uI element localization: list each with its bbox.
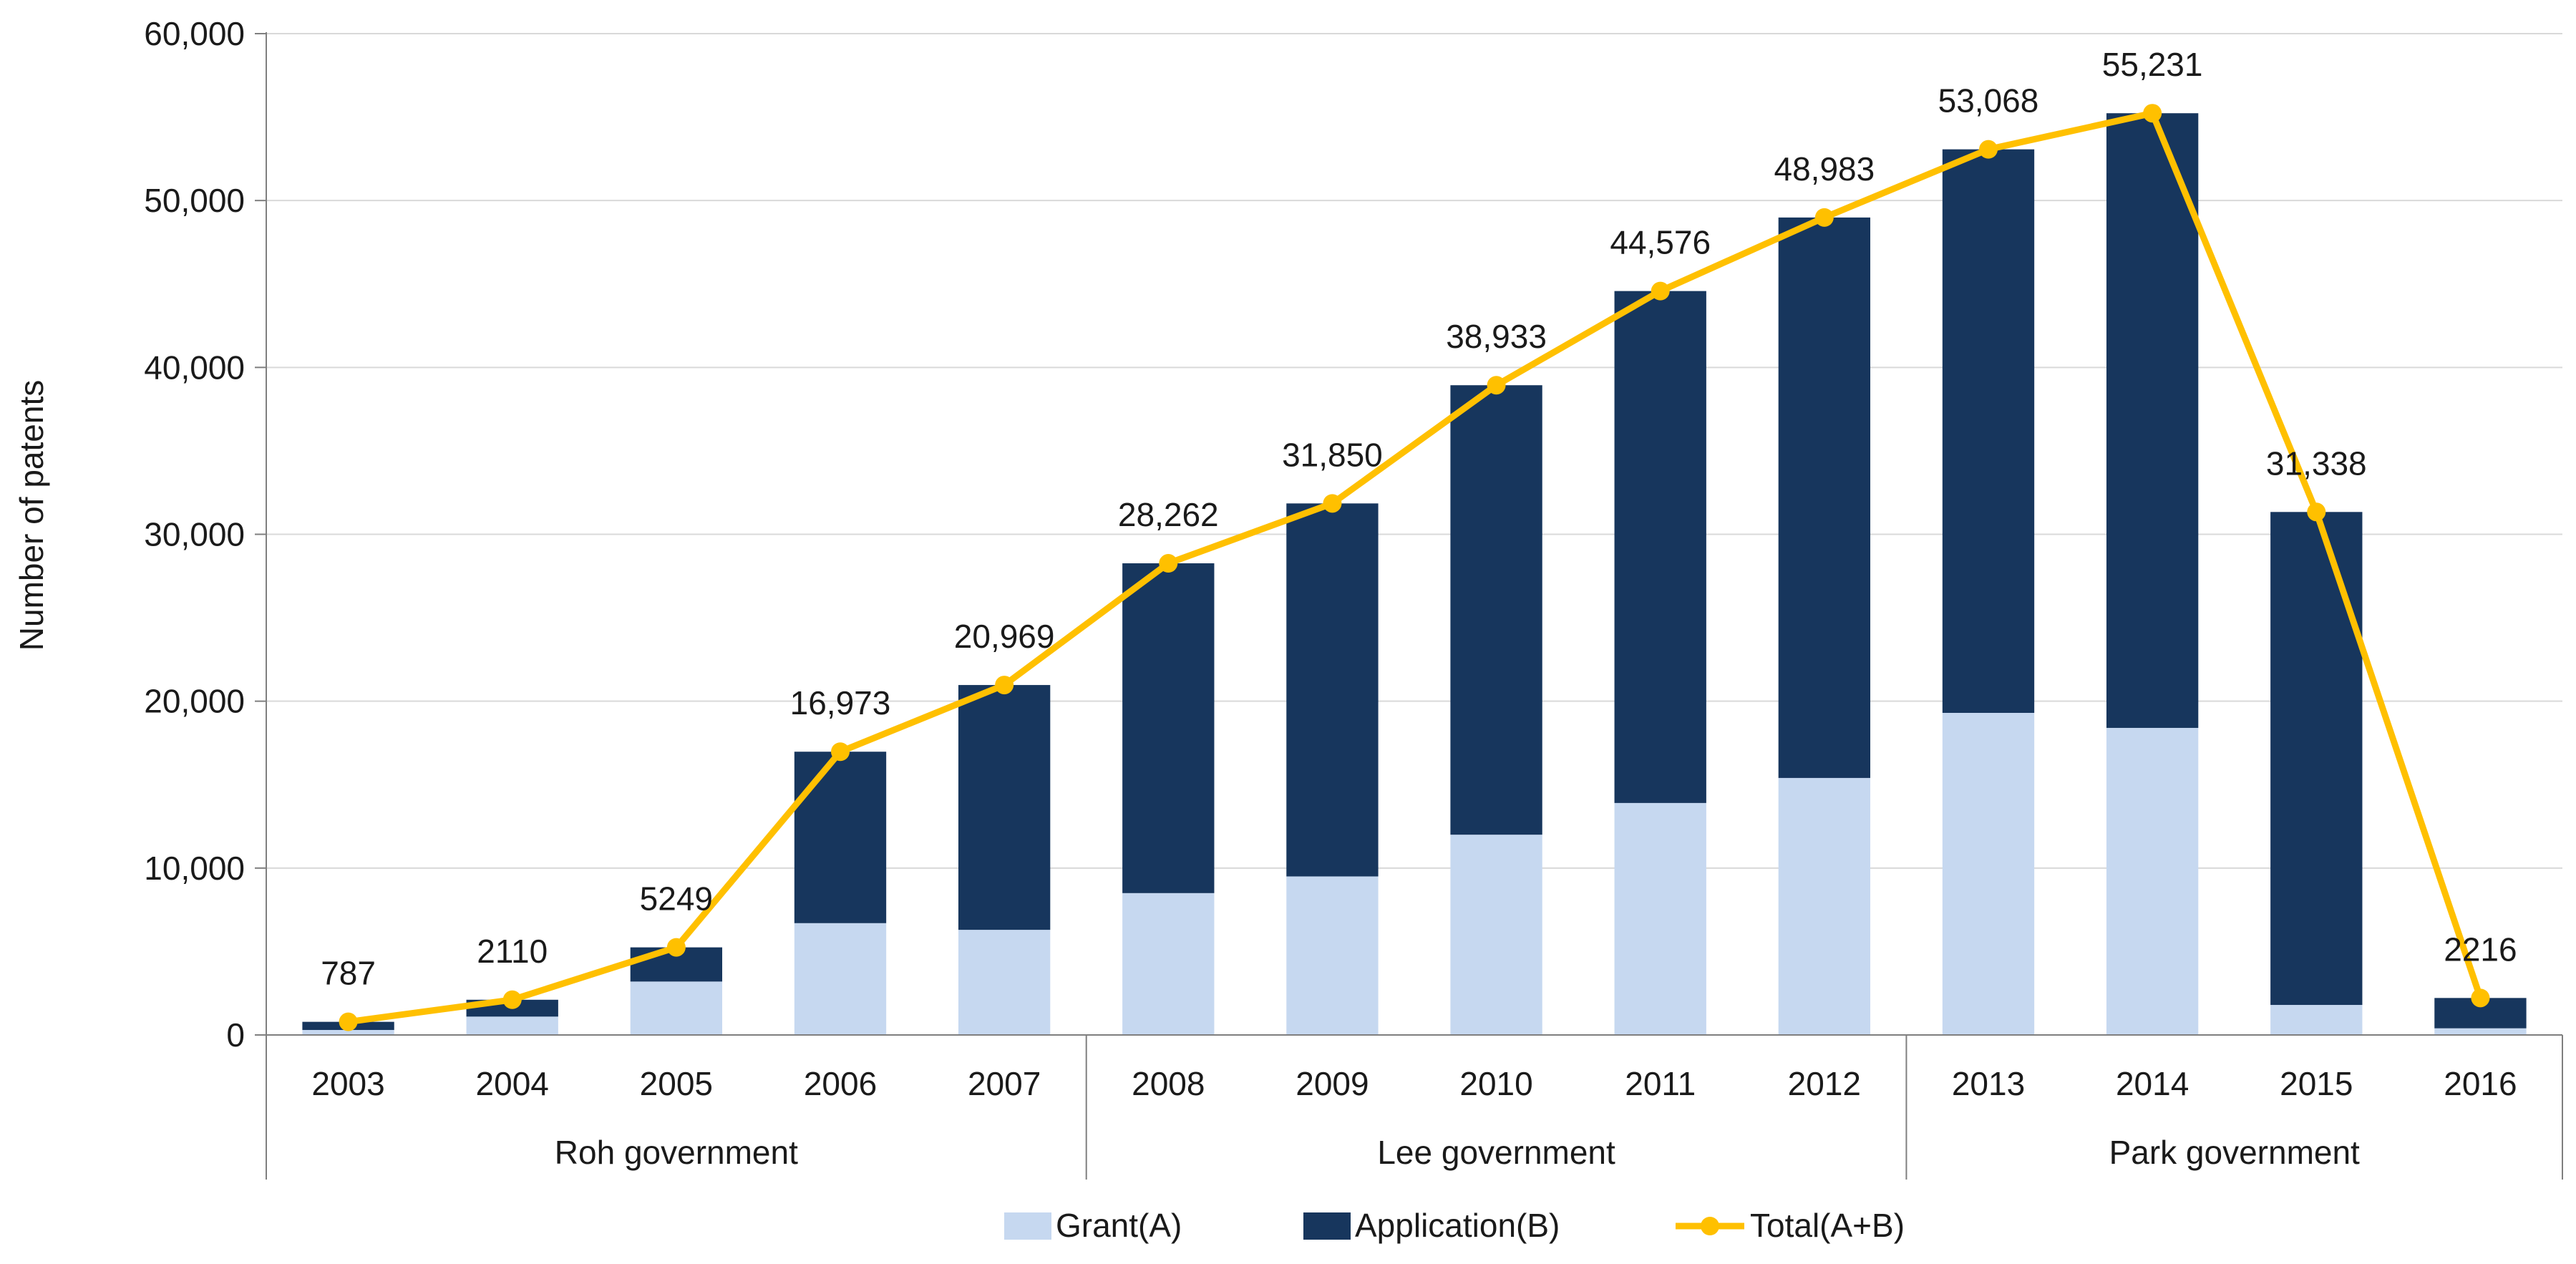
bar-application-2015 xyxy=(2270,512,2363,1006)
axes: 0 10,000 20,000 30,000 40,000 50,000 60,000 200… xyxy=(144,15,2563,1180)
x-tick-label-2012: 2012 xyxy=(1788,1065,1861,1102)
legend-marker-total xyxy=(1701,1217,1719,1235)
total-point-2010 xyxy=(1487,376,1506,395)
data-label-2006: 16,973 xyxy=(790,684,891,721)
group-label: Lee government xyxy=(1377,1134,1615,1171)
y-tick-label: 10,000 xyxy=(144,850,245,887)
total-point-2011 xyxy=(1651,281,1670,301)
y-tick-label: 60,000 xyxy=(144,15,245,52)
y-tick-label: 0 xyxy=(226,1016,245,1054)
y-axis-title: Number of patents xyxy=(13,380,50,651)
legend: Grant(A) Application(B) Total(A+B) xyxy=(1004,1207,1905,1244)
data-label-2010: 38,933 xyxy=(1446,318,1547,355)
bar-grant-2016 xyxy=(2434,1028,2527,1035)
x-tick-label-2016: 2016 xyxy=(2444,1065,2517,1102)
data-label-2012: 48,983 xyxy=(1774,150,1875,188)
x-tick-label-2010: 2010 xyxy=(1459,1065,1532,1102)
total-point-2003 xyxy=(339,1012,358,1031)
x-tick-label-2015: 2015 xyxy=(2280,1065,2353,1102)
y-tick-label: 20,000 xyxy=(144,683,245,720)
total-point-2013 xyxy=(1979,140,1998,159)
total-point-2008 xyxy=(1159,554,1178,573)
group-label: Roh government xyxy=(555,1134,798,1171)
bar-grant-2013 xyxy=(1942,712,2035,1035)
total-point-2012 xyxy=(1814,208,1834,227)
total-point-2015 xyxy=(2307,502,2326,522)
total-line-path xyxy=(347,110,2484,1026)
total-point-2007 xyxy=(995,676,1014,695)
data-label-2008: 28,262 xyxy=(1118,496,1219,533)
bar-application-2010 xyxy=(1450,385,1542,835)
bar-grant-2009 xyxy=(1286,876,1379,1035)
total-point-2014 xyxy=(2143,104,2162,123)
group-label: Park government xyxy=(2109,1134,2360,1171)
total-point-2016 xyxy=(2471,988,2490,1008)
data-label-2016: 2216 xyxy=(2444,930,2517,968)
total-point-2004 xyxy=(502,990,522,1009)
bar-application-2009 xyxy=(1286,503,1379,877)
total-line xyxy=(339,104,2490,1031)
legend-swatch-grant xyxy=(1004,1212,1051,1240)
bar-grant-2014 xyxy=(2106,727,2199,1035)
total-point-2006 xyxy=(831,742,850,762)
x-tick-label-2006: 2006 xyxy=(804,1065,877,1102)
x-tick-label-2005: 2005 xyxy=(640,1065,713,1102)
bar-application-2007 xyxy=(958,685,1051,930)
x-tick-label-2008: 2008 xyxy=(1132,1065,1205,1102)
x-tick-label-2014: 2014 xyxy=(2116,1065,2189,1102)
bar-application-2006 xyxy=(794,752,887,923)
bar-grant-2006 xyxy=(794,923,887,1035)
y-tick-label: 40,000 xyxy=(144,349,245,386)
bars xyxy=(302,113,2527,1035)
bar-application-2012 xyxy=(1778,217,1871,778)
total-point-2005 xyxy=(666,938,686,957)
bar-grant-2005 xyxy=(630,981,723,1035)
bar-application-2013 xyxy=(1942,149,2035,713)
bar-grant-2011 xyxy=(1614,802,1706,1035)
gridlines xyxy=(266,33,2562,869)
bar-grant-2015 xyxy=(2270,1005,2363,1035)
data-label-2005: 5249 xyxy=(640,880,713,918)
data-label-2003: 787 xyxy=(321,955,376,992)
data-labels: 787 2110 5249 16,973 20,969 28,262 31,850 38,93… xyxy=(321,46,2517,991)
total-point-2009 xyxy=(1323,494,1342,513)
data-label-2014: 55,231 xyxy=(2102,46,2203,83)
bar-grant-2007 xyxy=(958,930,1051,1035)
bar-application-2011 xyxy=(1614,291,1706,803)
legend-label-total: Total(A+B) xyxy=(1750,1207,1905,1244)
data-label-2007: 20,969 xyxy=(954,618,1055,655)
x-tick-label-2007: 2007 xyxy=(968,1065,1041,1102)
bar-application-2008 xyxy=(1122,563,1215,893)
data-label-2004: 2110 xyxy=(477,933,548,970)
y-tick-label: 30,000 xyxy=(144,516,245,553)
y-tick-label: 50,000 xyxy=(144,182,245,219)
x-tick-label-2013: 2013 xyxy=(1952,1065,2025,1102)
data-label-2015: 31,338 xyxy=(2266,444,2367,482)
bar-application-2014 xyxy=(2106,113,2199,728)
x-tick-label-2011: 2011 xyxy=(1625,1065,1696,1102)
bar-grant-2004 xyxy=(466,1016,558,1035)
legend-swatch-application xyxy=(1303,1212,1351,1240)
x-tick-label-2004: 2004 xyxy=(476,1065,549,1102)
data-label-2011: 44,576 xyxy=(1610,224,1711,261)
x-tick-label-2009: 2009 xyxy=(1296,1065,1369,1102)
data-label-2009: 31,850 xyxy=(1282,436,1383,473)
bar-grant-2003 xyxy=(302,1030,394,1035)
bar-grant-2010 xyxy=(1450,835,1542,1035)
data-label-2013: 53,068 xyxy=(1938,82,2039,120)
bar-grant-2012 xyxy=(1778,777,1871,1035)
bar-grant-2008 xyxy=(1122,893,1215,1035)
legend-label-application: Application(B) xyxy=(1355,1207,1560,1244)
x-tick-label-2003: 2003 xyxy=(311,1065,384,1102)
legend-label-grant: Grant(A) xyxy=(1056,1207,1182,1244)
